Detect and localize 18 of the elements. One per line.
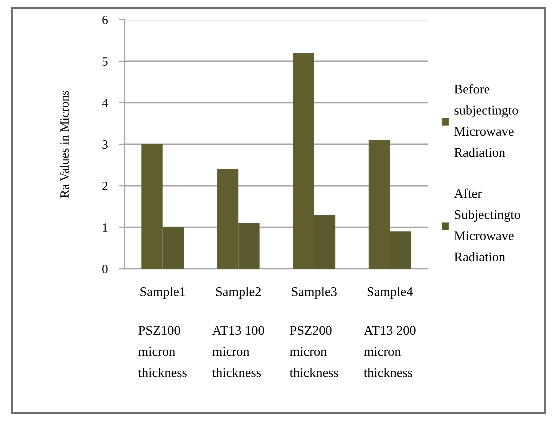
text: PSZ100 micron thickness xyxy=(138,326,187,378)
y-tick-label: 0 xyxy=(102,265,108,274)
x-tick-label: Sample2 xyxy=(216,287,261,300)
x-tick-label: Sample3 xyxy=(292,287,337,300)
y-tick-label: 5 xyxy=(102,58,108,66)
x-tick-label: Sample4 xyxy=(368,287,413,300)
y-tick-label: 4 xyxy=(102,99,108,108)
x-tick-label: Sample1 xyxy=(140,287,186,300)
y-tick-label: 1 xyxy=(103,224,108,232)
y-tick-label: 3 xyxy=(102,140,108,149)
y-axis-title: Ra Values in Microns xyxy=(60,91,70,198)
legend-label: Before subjectingto Microwave Radiation xyxy=(454,84,518,158)
text: AT13 100 micron thickness xyxy=(212,326,264,378)
y-tick-label: 2 xyxy=(102,182,108,190)
y-tick-label: 6 xyxy=(102,16,108,24)
text: AT13 200 micron thickness xyxy=(364,326,416,378)
text: PSZ200 micron thickness xyxy=(290,326,338,378)
legend-label: After Subjectingto Microwave Radiation xyxy=(454,188,520,262)
